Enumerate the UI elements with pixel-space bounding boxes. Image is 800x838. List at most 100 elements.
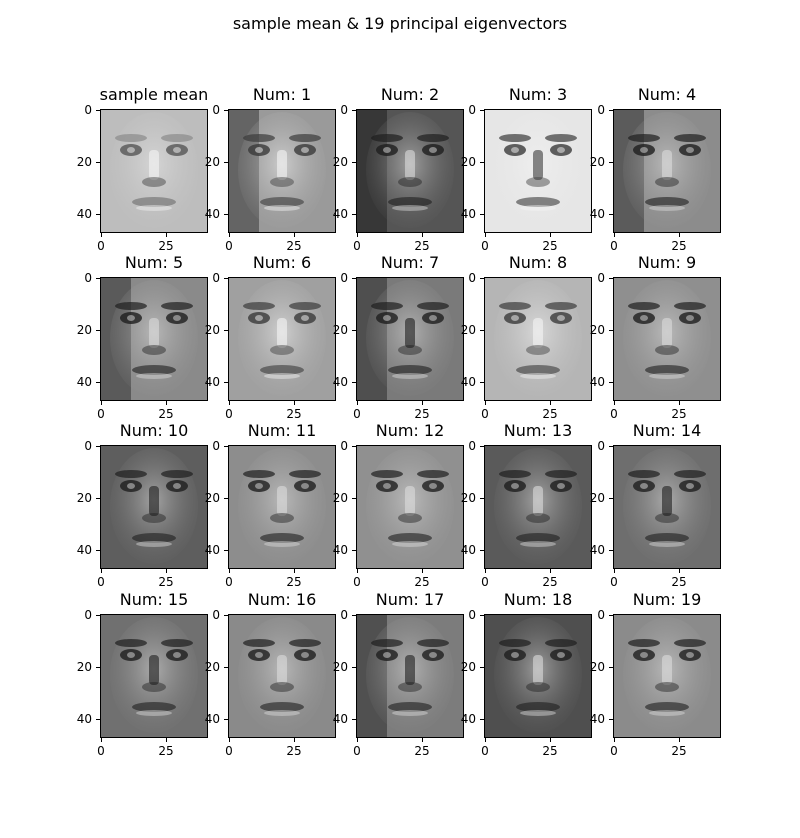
x-tick-label: 0	[481, 744, 489, 758]
figure-suptitle: sample mean & 19 principal eigenvectors	[232, 14, 568, 33]
eigenvector-image	[356, 109, 464, 233]
y-tick	[224, 330, 228, 331]
x-tick-label: 0	[481, 575, 489, 589]
x-tick-label: 0	[225, 239, 233, 253]
eigenvector-image	[613, 277, 721, 401]
face-image	[485, 615, 591, 737]
eigenvector-image	[228, 109, 336, 233]
y-tick	[224, 498, 228, 499]
panel-title: Num: 16	[247, 590, 317, 609]
x-tick	[101, 569, 102, 573]
y-tick	[609, 446, 613, 447]
y-tick	[480, 162, 484, 163]
x-tick-label: 0	[481, 239, 489, 253]
y-tick	[224, 214, 228, 215]
face-image	[101, 615, 207, 737]
y-tick-label: 40	[460, 375, 476, 389]
y-tick-label: 0	[212, 608, 220, 622]
face-image	[614, 615, 720, 737]
x-tick	[679, 401, 680, 405]
eigenvector-image	[100, 614, 208, 738]
x-tick	[550, 233, 551, 237]
y-tick-label: 40	[460, 207, 476, 221]
y-tick	[96, 498, 100, 499]
panel-title: Num: 4	[637, 85, 697, 104]
eigenvector-image	[100, 445, 208, 569]
y-tick-label: 0	[597, 103, 605, 117]
y-tick-label: 20	[589, 323, 605, 337]
x-tick-label: 0	[225, 407, 233, 421]
x-tick	[422, 738, 423, 742]
face-image	[614, 446, 720, 568]
y-tick-label: 20	[460, 491, 476, 505]
x-tick	[550, 401, 551, 405]
x-tick-label: 0	[610, 575, 618, 589]
x-tick	[485, 569, 486, 573]
y-tick	[480, 550, 484, 551]
y-tick-label: 0	[597, 439, 605, 453]
y-tick-label: 0	[340, 439, 348, 453]
y-tick	[96, 615, 100, 616]
y-tick	[352, 162, 356, 163]
y-tick-label: 40	[589, 207, 605, 221]
x-tick	[294, 233, 295, 237]
x-tick-label: 0	[225, 575, 233, 589]
y-tick-label: 20	[204, 155, 220, 169]
y-tick-label: 0	[84, 103, 92, 117]
y-tick-label: 40	[332, 207, 348, 221]
y-tick-label: 0	[468, 439, 476, 453]
y-tick-label: 20	[76, 491, 92, 505]
y-tick-label: 0	[468, 271, 476, 285]
face-image	[101, 110, 207, 232]
y-tick-label: 20	[332, 660, 348, 674]
y-tick	[609, 498, 613, 499]
face-image	[485, 110, 591, 232]
x-tick	[485, 233, 486, 237]
x-tick-label: 0	[353, 575, 361, 589]
eigenvector-image	[484, 614, 592, 738]
x-tick	[485, 401, 486, 405]
y-tick	[480, 214, 484, 215]
y-tick-label: 20	[76, 660, 92, 674]
y-tick	[96, 110, 100, 111]
eigenvector-image	[228, 277, 336, 401]
x-tick-label: 25	[671, 744, 687, 758]
x-tick	[679, 569, 680, 573]
x-tick-label: 25	[671, 239, 687, 253]
panel-title: Num: 19	[632, 590, 702, 609]
x-tick-label: 25	[542, 575, 558, 589]
x-tick	[614, 569, 615, 573]
y-tick-label: 20	[460, 155, 476, 169]
x-tick-label: 0	[353, 407, 361, 421]
y-tick	[224, 719, 228, 720]
eigenvector-image	[613, 614, 721, 738]
y-tick	[96, 330, 100, 331]
y-tick-label: 40	[589, 375, 605, 389]
x-tick-label: 0	[610, 239, 618, 253]
x-tick-label: 0	[97, 407, 105, 421]
face-image	[357, 110, 463, 232]
x-tick-label: 0	[353, 239, 361, 253]
y-tick-label: 20	[204, 491, 220, 505]
eigenvector-image	[484, 109, 592, 233]
y-tick-label: 0	[212, 103, 220, 117]
x-tick-label: 25	[414, 407, 430, 421]
y-tick	[480, 446, 484, 447]
face-image	[229, 446, 335, 568]
x-tick	[101, 738, 102, 742]
y-tick	[609, 719, 613, 720]
x-tick-label: 25	[542, 239, 558, 253]
x-tick-label: 25	[286, 239, 302, 253]
x-tick	[485, 738, 486, 742]
eigenvector-image	[356, 277, 464, 401]
y-tick	[352, 719, 356, 720]
y-tick-label: 0	[468, 608, 476, 622]
y-tick-label: 20	[76, 155, 92, 169]
x-tick	[229, 738, 230, 742]
x-tick-label: 25	[158, 744, 174, 758]
x-tick	[422, 401, 423, 405]
y-tick-label: 20	[332, 491, 348, 505]
y-tick-label: 20	[589, 491, 605, 505]
x-tick	[679, 738, 680, 742]
y-tick	[224, 278, 228, 279]
